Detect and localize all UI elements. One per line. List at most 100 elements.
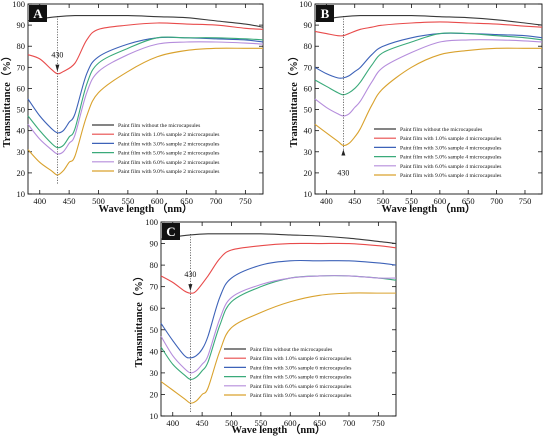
y-tick-label: 30	[17, 147, 26, 157]
y-tick-label: 50	[304, 105, 313, 115]
y-tick-label: 40	[150, 346, 159, 356]
y-tick-label: 40	[304, 126, 313, 136]
x-tick-label: 400	[166, 418, 179, 428]
series-line-5	[160, 275, 397, 374]
x-tick-label: 550	[255, 418, 268, 428]
x-tick-label: 550	[405, 196, 418, 206]
arrow-430	[188, 284, 193, 292]
x-tick-label: 450	[63, 196, 76, 206]
series-line-1	[160, 233, 397, 245]
series-line-4	[314, 32, 543, 96]
legend-entry-1: Paint film without the microcapsules	[400, 126, 482, 133]
legend-entry-1: Paint film without the microcapsules	[118, 122, 200, 129]
legend-entry-4: Paint film with 5.0% sample 6 microcapsu…	[250, 374, 351, 381]
series-line-3	[160, 259, 397, 359]
legend-entry-4: Paint film with 5.0% sample 4 microcapsu…	[400, 154, 501, 161]
annotation-430: 430	[51, 51, 63, 60]
y-tick-label: 10	[17, 189, 26, 199]
legend-entry-6: Paint film with 9.0% sample 6 microcapsu…	[250, 392, 351, 399]
legend-entry-3: Paint film with 3.0% sample 6 microcapsu…	[250, 364, 351, 371]
legend-entry-1: Paint film without the microcapsules	[250, 346, 332, 353]
y-tick-label: 100	[299, 0, 312, 9]
arrow-430	[55, 64, 60, 72]
x-tick-label: 400	[33, 196, 46, 206]
series-line-5	[314, 39, 543, 117]
panel-label-box	[316, 5, 334, 22]
y-tick-label: 70	[17, 62, 26, 72]
arrow-430	[341, 149, 346, 156]
series-line-3	[27, 36, 264, 134]
legend-entry-5: Paint film with 6.0% sample 2 microcapsu…	[118, 159, 219, 166]
x-tick-label: 650	[180, 196, 193, 206]
x-tick-label: 450	[348, 196, 361, 206]
panel-label: B	[321, 6, 330, 21]
x-tick-label: 500	[92, 196, 105, 206]
x-tick-label: 500	[377, 196, 390, 206]
legend-entry-6: Paint film with 9.0% sample 4 microcapsu…	[400, 172, 501, 179]
panel-label: A	[33, 6, 43, 21]
x-axis-title: Wave length （nm）	[99, 202, 193, 215]
y-tick-label: 20	[304, 168, 313, 178]
x-tick-label: 400	[320, 196, 333, 206]
series-line-3	[314, 32, 543, 79]
y-tick-label: 100	[145, 217, 158, 227]
x-tick-label: 550	[122, 196, 135, 206]
series-line-5	[27, 41, 264, 155]
y-axis-title: Transmittance（%）	[0, 51, 13, 148]
panel-c: 400 450 500 550 600 650 700 750 10 20 30 40 50 60 70 80…	[132, 217, 397, 436]
panel-b: 400 450 500 550 600 650 700 750 10 20 30 40 50 60 70 80…	[287, 0, 543, 215]
x-tick-label: 650	[462, 196, 475, 206]
y-tick-label: 80	[150, 260, 159, 270]
y-tick-label: 10	[304, 189, 313, 199]
series-line-1	[314, 14, 543, 26]
series-line-2	[314, 21, 543, 37]
x-axis-title: Wave length （nm）	[232, 423, 326, 436]
y-tick-label: 60	[304, 83, 313, 93]
y-tick-label: 30	[304, 147, 313, 157]
y-axis-title: Transmittance（%）	[132, 271, 145, 368]
legend-entry-5: Paint film with 6.0% sample 6 microcapsu…	[250, 383, 351, 390]
y-tick-label: 80	[304, 41, 313, 51]
y-tick-label: 60	[17, 83, 26, 93]
x-tick-label: 500	[225, 418, 238, 428]
y-tick-label: 20	[17, 168, 26, 178]
annotation-430: 430	[337, 168, 349, 177]
x-tick-label: 750	[372, 418, 385, 428]
panel-label-box	[162, 223, 180, 240]
x-tick-label: 700	[210, 196, 223, 206]
x-tick-label: 750	[239, 196, 252, 206]
legend-entry-4: Paint film with 5.0% sample 2 microcapsu…	[118, 150, 219, 157]
series-line-6	[314, 47, 542, 147]
y-tick-label: 100	[12, 0, 25, 9]
y-tick-label: 50	[17, 105, 26, 115]
y-tick-label: 30	[150, 368, 159, 378]
y-tick-label: 10	[150, 411, 159, 421]
series-line-1	[27, 14, 264, 28]
x-axis-title: Wave length （nm）	[382, 202, 476, 215]
x-tick-label: 600	[433, 196, 446, 206]
x-tick-label: 600	[284, 418, 297, 428]
legend-entry-2: Paint film with 1.0% sample 2 microcapsu…	[118, 131, 219, 138]
x-tick-label: 650	[313, 418, 326, 428]
annotation-430: 430	[184, 270, 196, 279]
panel-label-box	[29, 5, 47, 22]
y-tick-label: 80	[17, 41, 26, 51]
series-line-2	[160, 242, 397, 294]
panel-label: C	[166, 224, 175, 239]
legend-entry-3: Paint film with 3.0% sample 2 microcapsu…	[118, 140, 219, 147]
y-tick-label: 20	[150, 389, 159, 399]
y-tick-label: 90	[17, 20, 26, 30]
x-tick-label: 600	[151, 196, 164, 206]
x-tick-label: 450	[196, 418, 209, 428]
x-tick-label: 700	[343, 418, 356, 428]
series-line-6	[160, 292, 396, 404]
y-tick-label: 70	[150, 282, 159, 292]
y-tick-label: 90	[150, 239, 159, 249]
y-tick-label: 60	[150, 303, 159, 313]
plot-frame	[160, 221, 397, 417]
y-tick-label: 70	[304, 62, 313, 72]
y-tick-label: 40	[17, 126, 26, 136]
y-axis-title: Transmittance（%）	[287, 51, 300, 148]
series-line-2	[27, 22, 264, 75]
